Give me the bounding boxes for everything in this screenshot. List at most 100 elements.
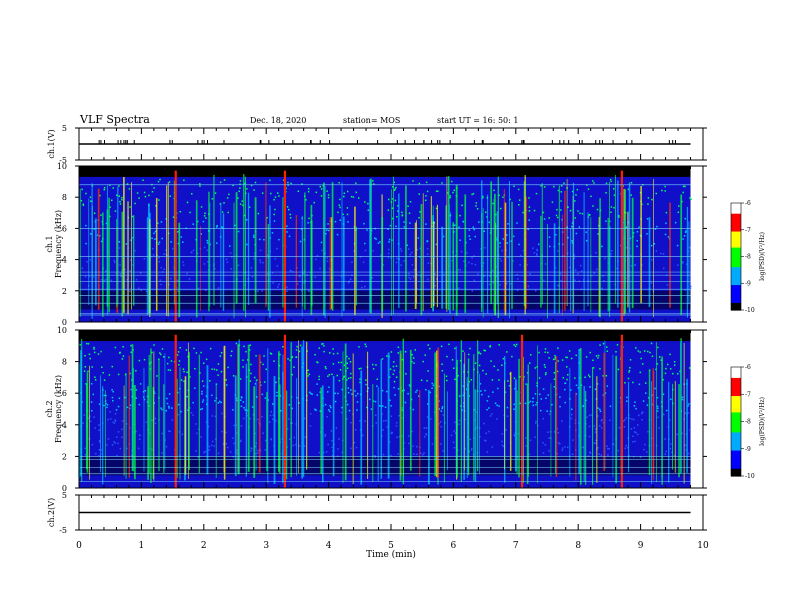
spectrogram-speckle bbox=[597, 415, 599, 417]
spectrogram-speckle bbox=[664, 453, 666, 455]
spectrogram-speckle bbox=[375, 364, 377, 366]
spectrogram-speckle bbox=[180, 379, 183, 381]
colorbar-segment bbox=[731, 381, 741, 384]
spectrogram-speckle bbox=[601, 418, 603, 421]
spectrogram-speckle bbox=[349, 278, 352, 281]
spectrogram-speckle bbox=[468, 229, 471, 231]
spectrogram-speckle bbox=[549, 245, 551, 248]
spectrogram-speckle bbox=[308, 217, 310, 220]
spectrogram-speckle bbox=[474, 362, 477, 365]
spectrogram-speckle bbox=[481, 265, 484, 267]
spectrogram-speckle bbox=[665, 367, 667, 370]
spectrogram-speckle bbox=[457, 287, 460, 289]
spectrogram-speckle bbox=[114, 419, 116, 421]
spectrogram-speckle bbox=[93, 346, 95, 349]
spectrogram-speckle bbox=[553, 185, 555, 188]
spectrogram-speckle bbox=[571, 408, 573, 411]
spectrogram-speckle bbox=[556, 216, 559, 219]
spectrogram-speckle bbox=[477, 352, 480, 354]
colorbar-segment bbox=[731, 242, 741, 245]
spectrogram-speckle bbox=[372, 400, 375, 402]
spectrogram-speckle bbox=[348, 357, 350, 360]
spectrogram-speckle bbox=[236, 449, 238, 451]
spectrogram-speckle bbox=[240, 396, 243, 398]
colorbar-segment bbox=[731, 297, 741, 300]
spectrogram-speckle bbox=[593, 272, 595, 274]
spectrogram-speckle bbox=[358, 367, 361, 370]
spectrogram-speckle bbox=[346, 367, 349, 370]
spectrogram-speckle bbox=[426, 240, 429, 243]
time-tick-label: 10 bbox=[697, 541, 709, 551]
spectrogram-speckle bbox=[328, 410, 331, 413]
y-axis-label: Frequency (kHz) bbox=[54, 210, 63, 278]
spectrogram-speckle bbox=[551, 201, 554, 203]
spectrogram-speckle bbox=[588, 414, 591, 417]
spectrogram-speckle bbox=[165, 249, 167, 251]
spectrogram-speckle bbox=[506, 415, 509, 417]
spectrogram-speckle bbox=[669, 368, 672, 370]
spectrogram-speckle bbox=[528, 219, 530, 221]
spectrogram-speckle bbox=[93, 416, 95, 418]
spectrogram-speckle bbox=[217, 287, 220, 289]
spectrogram-speckle bbox=[256, 396, 258, 398]
spectrogram-speckle bbox=[650, 342, 653, 345]
spectrogram-speckle bbox=[125, 243, 128, 245]
spectrogram-speckle bbox=[385, 419, 387, 422]
spectrogram-speckle bbox=[475, 202, 478, 204]
spectrogram-speckle bbox=[93, 351, 96, 354]
spectrogram-speckle bbox=[90, 200, 92, 202]
spectrogram-speckle bbox=[143, 398, 146, 401]
spectrogram-speckle bbox=[364, 242, 366, 245]
spectrogram-speckle bbox=[135, 369, 137, 372]
spectrogram-speckle bbox=[270, 438, 272, 441]
spectrogram-speckle bbox=[688, 247, 691, 249]
spectrogram-speckle bbox=[657, 346, 659, 349]
spectrogram-speckle bbox=[459, 214, 461, 217]
spectrogram-speckle bbox=[454, 378, 456, 381]
spectrogram-speckle bbox=[628, 371, 630, 373]
spectrogram-speckle bbox=[592, 359, 594, 362]
spectrogram-speckle bbox=[170, 360, 173, 362]
spectrogram-speckle bbox=[388, 238, 391, 241]
spectrogram-speckle bbox=[229, 451, 232, 453]
spectrogram-speckle bbox=[548, 357, 550, 359]
spectrogram-speckle bbox=[350, 376, 352, 379]
spectrogram-speckle bbox=[386, 355, 388, 357]
spectrogram-speckle bbox=[246, 188, 248, 190]
spectrogram-speckle bbox=[545, 372, 547, 374]
spectrogram-speckle bbox=[346, 403, 349, 406]
spectrogram-speckle bbox=[575, 194, 577, 196]
spectrogram-speckle bbox=[116, 436, 118, 438]
spectrogram-speckle bbox=[240, 425, 243, 427]
spectrogram-speckle bbox=[457, 375, 459, 377]
spectrogram-speckle bbox=[657, 407, 659, 410]
spectrogram-speckle bbox=[253, 236, 255, 238]
spectrogram-speckle bbox=[397, 388, 400, 390]
spectrogram-speckle bbox=[516, 273, 518, 276]
colorbar-tick-label: -10 bbox=[745, 473, 755, 480]
spectrogram-speckle bbox=[101, 453, 103, 455]
spectrogram-speckle bbox=[567, 374, 569, 376]
spectrogram-speckle bbox=[324, 433, 327, 436]
spectrogram-speckle bbox=[472, 192, 475, 195]
spectrogram-speckle bbox=[558, 443, 561, 445]
spectrogram-speckle bbox=[161, 237, 163, 240]
spectrogram-speckle bbox=[566, 356, 568, 359]
spectrogram-speckle bbox=[103, 379, 106, 381]
colorbar-segment bbox=[731, 456, 741, 459]
spectrogram-speckle bbox=[665, 211, 668, 214]
spectrogram-speckle bbox=[356, 401, 359, 403]
spectrogram-speckle bbox=[110, 199, 113, 202]
spectrogram-speckle bbox=[286, 206, 289, 208]
spectrogram-speckle bbox=[442, 450, 444, 452]
spectrogram-speckle bbox=[589, 386, 591, 388]
spectrogram-speckle bbox=[88, 275, 91, 278]
spectrogram-speckle bbox=[502, 238, 504, 240]
spectrogram-speckle bbox=[646, 233, 648, 235]
spectrogram-speckle bbox=[100, 214, 102, 216]
spectrogram-speckle bbox=[365, 379, 367, 381]
spectrogram-speckle bbox=[512, 235, 515, 238]
spectrogram-speckle bbox=[166, 397, 168, 400]
spectrogram-speckle bbox=[389, 368, 392, 370]
y-tick-label: 10 bbox=[57, 326, 67, 335]
